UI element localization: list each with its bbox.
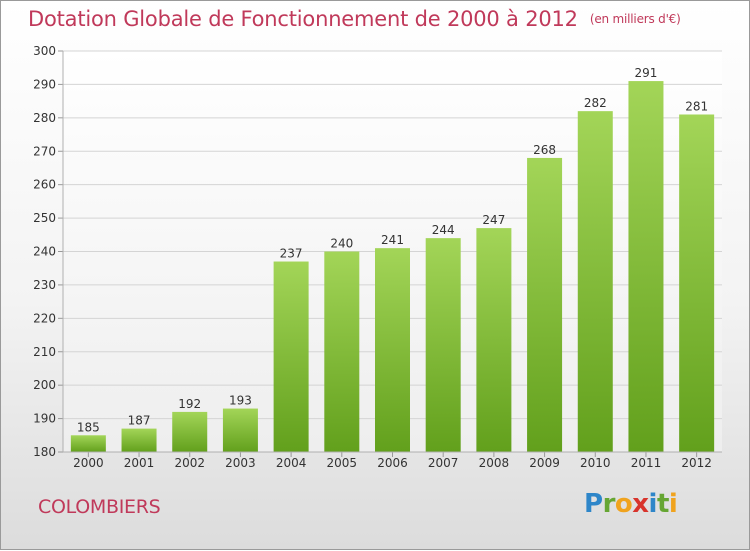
chart-title-text: Dotation Globale de Fonctionnement de 20… [28, 7, 578, 31]
x-tick-label-2007: 2007 [428, 456, 459, 470]
value-label-2002: 192 [178, 397, 201, 411]
x-tick-label-2006: 2006 [377, 456, 408, 470]
value-label-2008: 247 [482, 213, 505, 227]
y-tick-label: 270 [33, 144, 56, 158]
chart-subtitle: (en milliers d'€) [589, 12, 681, 26]
value-labels: 185 187 192 193 237 240 241 244 247 268 282 291 281 [77, 66, 708, 434]
bar-2008 [476, 228, 512, 452]
y-tick-label: 180 [33, 445, 56, 459]
y-tick-label: 290 [33, 77, 56, 91]
y-tick-label: 260 [33, 178, 56, 192]
bar-2003 [222, 408, 258, 452]
x-axis-ticks: 2000 2001 2002 2003 2004 2005 2006 2007 2008 2009… [73, 452, 712, 470]
y-tick-label: 190 [33, 412, 56, 426]
value-label-2009: 268 [533, 143, 556, 157]
bar-2004 [273, 261, 309, 452]
value-label-2011: 291 [635, 66, 658, 80]
x-tick-label-2001: 2001 [124, 456, 155, 470]
y-tick-label: 300 [33, 44, 56, 58]
y-tick-label: 200 [33, 378, 56, 392]
y-tick-label: 220 [33, 311, 56, 325]
bar-2000 [70, 435, 106, 452]
y-tick-label: 280 [33, 111, 56, 125]
value-label-2010: 282 [584, 96, 607, 110]
x-tick-label-2012: 2012 [681, 456, 712, 470]
x-tick-label-2005: 2005 [327, 456, 358, 470]
bars [70, 81, 715, 453]
x-tick-label-2008: 2008 [479, 456, 510, 470]
value-label-2007: 244 [432, 223, 455, 237]
x-tick-label-2004: 2004 [276, 456, 307, 470]
value-label-2006: 241 [381, 233, 404, 247]
y-tick-label: 240 [33, 245, 56, 259]
bar-2007 [425, 238, 461, 452]
y-tick-label: 230 [33, 278, 56, 292]
x-tick-label-2011: 2011 [631, 456, 662, 470]
value-label-2012: 281 [685, 99, 708, 113]
value-label-2005: 240 [330, 237, 353, 251]
bar-2005 [324, 251, 360, 452]
value-label-2004: 237 [280, 247, 303, 261]
bar-2012 [679, 114, 715, 452]
location-name: COLOMBIERS [38, 496, 161, 518]
value-label-2003: 193 [229, 394, 252, 408]
value-label-2000: 185 [77, 420, 100, 434]
bar-2001 [121, 428, 157, 452]
y-axis-ticks: 180 190 200 210 220 230 240 250 260 270 280 290 300 [33, 44, 63, 459]
bar-2011 [628, 81, 664, 452]
bar-2002 [172, 411, 208, 452]
value-label-2001: 187 [128, 414, 151, 428]
y-tick-label: 210 [33, 345, 56, 359]
y-tick-label: 250 [33, 211, 56, 225]
x-tick-label-2002: 2002 [174, 456, 205, 470]
x-tick-label-2000: 2000 [73, 456, 104, 470]
x-tick-label-2003: 2003 [225, 456, 256, 470]
x-tick-label-2009: 2009 [529, 456, 560, 470]
chart-title: Dotation Globale de Fonctionnement de 20… [28, 7, 681, 31]
proxiti-logo: Proxiti [584, 489, 678, 519]
x-tick-label-2010: 2010 [580, 456, 611, 470]
bar-2010 [577, 111, 613, 453]
bar-2006 [375, 248, 410, 452]
bar-2009 [527, 157, 563, 452]
